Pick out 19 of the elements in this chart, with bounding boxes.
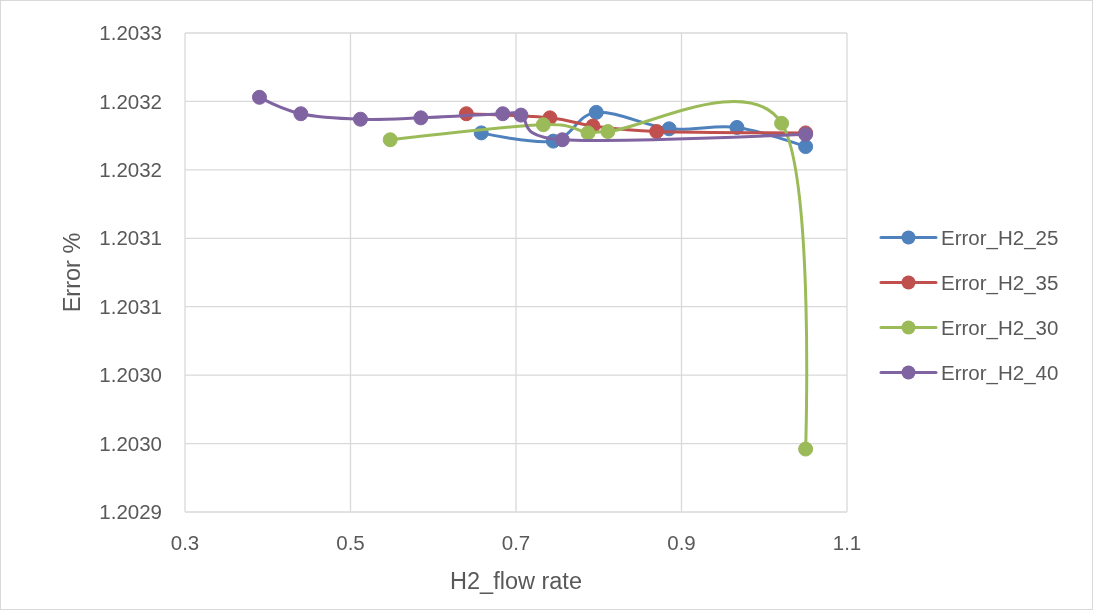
legend-label: Error_H2_30 <box>941 315 1059 340</box>
x-tick-label: 1.1 <box>832 531 862 555</box>
y-tick-label: 1.2030 <box>99 431 162 455</box>
y-tick-label: 1.2031 <box>99 226 162 250</box>
x-tick-label: 0.3 <box>170 531 200 555</box>
y-tick-label: 1.2032 <box>99 89 162 113</box>
x-tick-label: 0.5 <box>336 531 365 555</box>
y-axis-title: Error % <box>59 232 86 313</box>
legend-label: Error_H2_35 <box>941 270 1059 295</box>
x-tick-label: 0.7 <box>501 531 531 555</box>
y-tick-label: 1.2032 <box>99 158 162 182</box>
x-tick-label: 0.9 <box>667 531 696 555</box>
legend-label: Error_H2_40 <box>941 360 1059 385</box>
legend-label: Error_H2_25 <box>941 225 1059 250</box>
y-tick-label: 1.2033 <box>99 21 162 45</box>
y-tick-label: 1.2031 <box>99 294 162 318</box>
y-tick-label: 1.2029 <box>99 500 162 524</box>
x-axis-title: H2_flow rate <box>450 568 582 595</box>
y-tick-label: 1.2030 <box>99 363 162 387</box>
